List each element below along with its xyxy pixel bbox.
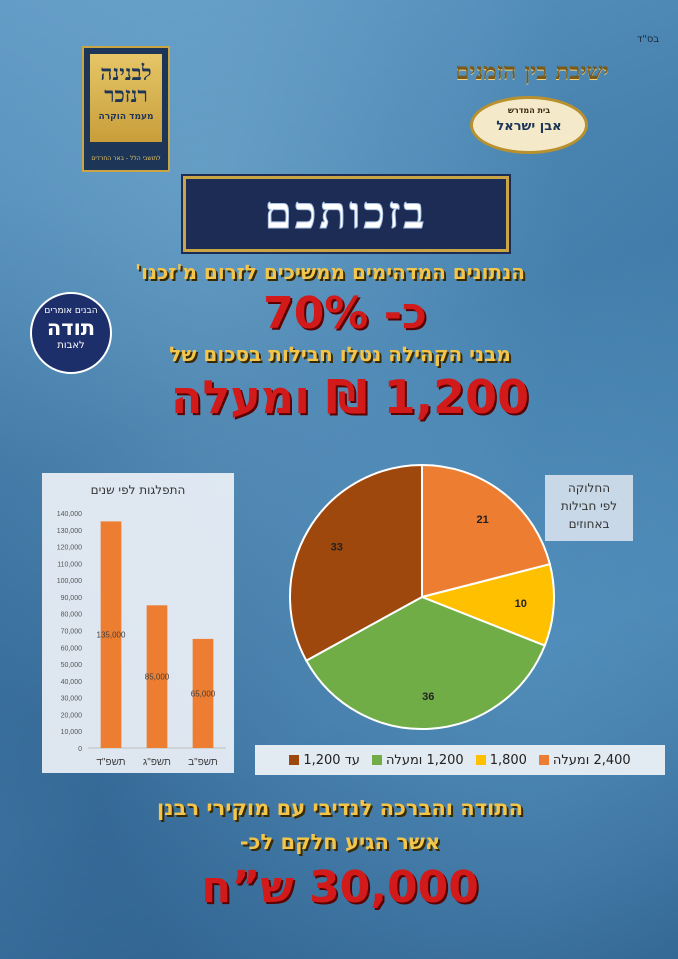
bar-value-label: 65,000 [191, 689, 216, 698]
pie-slice [418, 562, 555, 647]
badge-bottom: לאבות [57, 340, 85, 351]
amount-line: 1,200 ₪ ומעלה [170, 370, 530, 424]
logo-left-subtitle: מעמד הוקרה [98, 112, 154, 122]
logo-right-oval: בית המדרש אבן ישראל [470, 96, 588, 154]
legend-swatch [371, 755, 382, 765]
logo-right-top: בית המדרש [507, 106, 551, 115]
bsd-mark: בס"ד [636, 34, 660, 45]
legend-item: עד 1,200 [289, 753, 360, 768]
pie-value-label: 36 [422, 691, 434, 703]
legend-item: 1,200 ומעלה [371, 752, 464, 768]
title-banner: בזכותכם [183, 176, 509, 252]
legend-swatch [289, 755, 300, 765]
bar [146, 605, 168, 748]
pie-title-line2: לפי חבילות [560, 499, 618, 513]
thanks-line1: התודה והברכה לנדיבי עם מוקירי רבנן [156, 796, 524, 820]
bar-chart-title: התפלגות לפי שנים [90, 483, 186, 497]
bar-y-tick-label: 90,000 [61, 595, 83, 602]
subline: מבני הקהילה נטלו חבילות בסכום של [169, 342, 511, 366]
legend-label: עד 1,200 [303, 752, 360, 768]
pie-value-label: 10 [515, 598, 527, 610]
legend-item: 1,800 [475, 752, 527, 768]
thanks-total: 30,000 ש”ח [201, 862, 479, 913]
logo-left: לבנינה רנזכר מעמד הוקרה לתושבי הלל - באר… [82, 46, 170, 172]
percent-line: כ- 70% [263, 288, 427, 339]
pie-chart: 21 10 36 33 החלוקה לפי חבילות באחוזים 2,400… [255, 455, 665, 777]
page-title: בזכותכם [264, 188, 428, 240]
bar-y-tick-label: 30,000 [61, 696, 83, 703]
bar-y-tick-label: 50,000 [61, 662, 83, 669]
pie-slice [289, 463, 423, 662]
bar-y-tick-label: 10,000 [61, 729, 83, 736]
legend-label: 2,400 ומעלה [552, 752, 631, 768]
pie-title-line1: החלוקה [567, 481, 611, 495]
bar-chart: התפלגות לפי שנים 0 10,000 20,000 30,000 40,0… [42, 473, 234, 773]
legend-item: 2,400 ומעלה [538, 752, 631, 768]
pie-slice [421, 463, 552, 599]
bar-chart-svg: 0 10,000 20,000 30,000 40,000 50,000 60,000 70,… [57, 511, 226, 768]
bar-y-tick-label: 130,000 [57, 528, 82, 535]
pie-legend: 2,400 ומעלה 1,800 1,200 ומעלה עד 1,200 [255, 745, 665, 775]
logo-right-arc: ישיבת בין הזמנים [455, 58, 609, 85]
pie-value-label: 21 [477, 514, 489, 526]
pie-chart-title: החלוקה לפי חבילות באחוזים [545, 475, 633, 541]
bar-y-tick-label: 80,000 [61, 612, 83, 619]
badge-top: הבנים אומרים [44, 306, 98, 316]
badge-main: תודה [46, 316, 96, 340]
logo-left-line1: לבנינה [100, 60, 152, 85]
bar-y-tick-label: 110,000 [57, 561, 82, 568]
bar-y-tick-label: 20,000 [61, 712, 83, 719]
bar-y-tick-label: 0 [78, 746, 82, 753]
pie-value-label: 33 [331, 542, 343, 554]
bar [192, 638, 214, 748]
logo-left-small: לתושבי הלל - באר החרדים [91, 155, 161, 162]
logo-left-line2: רנזכר [104, 82, 148, 107]
bar-y-tick-label: 70,000 [61, 629, 83, 636]
bar-category-label: תשפ"ג [143, 757, 171, 768]
logo-left-plate: לבנינה רנזכר מעמד הוקרה [90, 54, 162, 142]
legend-swatch [538, 755, 549, 765]
bar-y-tick-label: 40,000 [61, 679, 83, 686]
bar-category-label: תשפ"ב [188, 757, 218, 768]
logo-right: ישיבת בין הזמנים בית המדרש אבן ישראל [416, 52, 648, 160]
pie-title-line3: באחוזים [568, 517, 610, 531]
legend-label: 1,800 [489, 752, 527, 768]
thanks-line2: אשר הגיע חלקם לכ- [239, 830, 441, 854]
bar-y-tick-label: 100,000 [57, 578, 82, 585]
logo-right-name: אבן ישראל [496, 119, 562, 134]
legend-label: 1,200 ומעלה [385, 752, 464, 768]
bar-y-tick-label: 60,000 [61, 645, 83, 652]
bar-category-label: תשפ"ד [96, 757, 125, 768]
bar-value-label: 135,000 [97, 631, 126, 640]
pie-slice [304, 595, 547, 730]
legend-swatch [475, 755, 486, 765]
bar-y-tick-label: 120,000 [57, 545, 82, 552]
headline: הנתונים המדהימים ממשיכים לזרום מ'זכנו' [134, 260, 525, 284]
bar-y-tick-label: 140,000 [57, 511, 82, 518]
pie-chart-svg: 21 10 36 33 [289, 463, 555, 730]
bar-value-label: 85,000 [145, 673, 170, 682]
bar [100, 521, 122, 748]
thanks-badge: הבנים אומרים תודה לאבות [30, 292, 112, 374]
